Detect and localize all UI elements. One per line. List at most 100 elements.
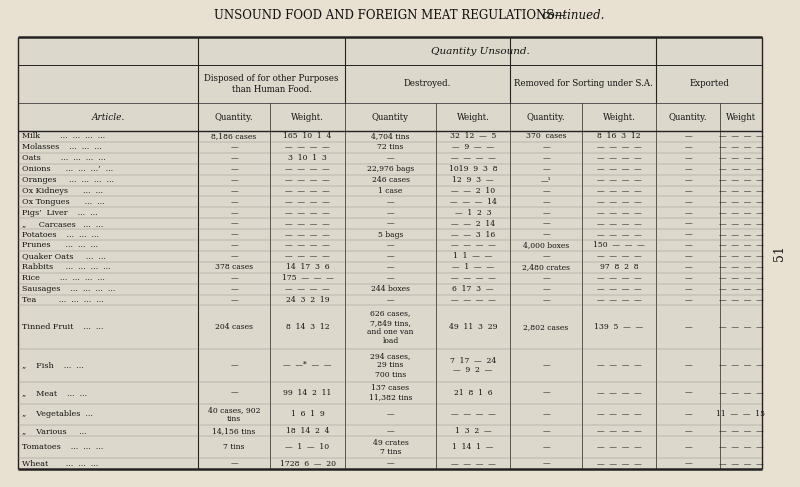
Text: —: — bbox=[386, 263, 394, 271]
Text: —  —  —  —: — — — — bbox=[597, 198, 642, 206]
Text: —  —  —  —: — — — — bbox=[718, 274, 763, 282]
Text: —  —  —  —: — — — — bbox=[285, 242, 330, 249]
Text: Sausages    ...  ...  ...  ...: Sausages ... ... ... ... bbox=[22, 285, 115, 293]
Text: Tinned Fruit    ...  ...: Tinned Fruit ... ... bbox=[22, 323, 103, 331]
Text: —  —  —  —: — — — — bbox=[597, 209, 642, 217]
Text: —: — bbox=[684, 285, 692, 293]
Text: —: — bbox=[684, 176, 692, 184]
Text: —: — bbox=[230, 143, 238, 151]
Text: —  —  —  —: — — — — bbox=[718, 154, 763, 162]
Text: Ox Kidneys      ...  ...: Ox Kidneys ... ... bbox=[22, 187, 103, 195]
Text: —: — bbox=[230, 187, 238, 195]
Text: Rice        ...  ...  ...  ...: Rice ... ... ... ... bbox=[22, 274, 105, 282]
Text: „    Meat    ...  ...: „ Meat ... ... bbox=[22, 389, 87, 397]
Bar bbox=[18, 37, 762, 469]
Text: —  —  —  —: — — — — bbox=[718, 252, 763, 261]
Text: —  —  —  —: — — — — bbox=[597, 143, 642, 151]
Text: 6  17  3  —: 6 17 3 — bbox=[452, 285, 494, 293]
Text: Potatoes    ...  ...  ...: Potatoes ... ... ... bbox=[22, 230, 99, 239]
Text: —  —  —  —: — — — — bbox=[285, 209, 330, 217]
Text: —: — bbox=[386, 274, 394, 282]
Text: Prunes      ...  ...  ...: Prunes ... ... ... bbox=[22, 242, 98, 249]
Text: —  —  —  —: — — — — bbox=[597, 220, 642, 228]
Text: —: — bbox=[684, 427, 692, 435]
Text: —  —  —  —: — — — — bbox=[450, 460, 495, 468]
Text: Quantity Unsound.: Quantity Unsound. bbox=[430, 46, 530, 56]
Text: —: — bbox=[542, 285, 550, 293]
Text: UNSOUND FOOD AND FOREIGN MEAT REGULATIONS—: UNSOUND FOOD AND FOREIGN MEAT REGULATION… bbox=[214, 9, 566, 22]
Text: —  —  —  14: — — — 14 bbox=[450, 198, 497, 206]
Text: —: — bbox=[684, 296, 692, 304]
Text: 244 boxes: 244 boxes bbox=[371, 285, 410, 293]
Text: 1 case: 1 case bbox=[378, 187, 402, 195]
Text: —  1  2  3: — 1 2 3 bbox=[454, 209, 491, 217]
Text: —  —  —  —: — — — — bbox=[718, 209, 763, 217]
Text: —  —  —  —: — — — — bbox=[285, 230, 330, 239]
Text: —: — bbox=[542, 209, 550, 217]
Text: 2,480 crates: 2,480 crates bbox=[522, 263, 570, 271]
Text: Onions      ...  ...  ...’  ...: Onions ... ... ...’ ... bbox=[22, 165, 113, 173]
Text: —  —  3  16: — — 3 16 bbox=[451, 230, 495, 239]
Text: —  —  —  —: — — — — bbox=[597, 165, 642, 173]
Text: Molasses    ...  ...  ...: Molasses ... ... ... bbox=[22, 143, 102, 151]
Text: —  —  —  —: — — — — bbox=[718, 143, 763, 151]
Text: —: — bbox=[684, 198, 692, 206]
Text: Exported: Exported bbox=[689, 79, 729, 89]
Text: „    Fish    ...  ...: „ Fish ... ... bbox=[22, 361, 84, 370]
Text: —: — bbox=[684, 220, 692, 228]
Text: —: — bbox=[230, 165, 238, 173]
Text: —: — bbox=[684, 361, 692, 370]
Text: —: — bbox=[386, 154, 394, 162]
Text: Oats        ...  ...  ...  ...: Oats ... ... ... ... bbox=[22, 154, 106, 162]
Text: „    Various     ...: „ Various ... bbox=[22, 427, 86, 435]
Text: —: — bbox=[542, 296, 550, 304]
Text: —  —  —  —: — — — — bbox=[597, 411, 642, 418]
Text: Article.: Article. bbox=[91, 112, 125, 121]
Text: —  —  —  —: — — — — bbox=[285, 165, 330, 173]
Text: Wheat       ...  ...  ...: Wheat ... ... ... bbox=[22, 460, 98, 468]
Text: —: — bbox=[542, 460, 550, 468]
Text: Weight: Weight bbox=[726, 112, 756, 121]
Text: —  —  —  —: — — — — bbox=[597, 389, 642, 397]
Text: —: — bbox=[542, 220, 550, 228]
Text: —: — bbox=[542, 198, 550, 206]
Text: Ox Tongues      ...  ...: Ox Tongues ... ... bbox=[22, 198, 105, 206]
Text: 204 cases: 204 cases bbox=[215, 323, 253, 331]
Text: —: — bbox=[684, 443, 692, 451]
Text: 4,704 tins: 4,704 tins bbox=[371, 132, 410, 140]
Text: —  1  —  —: — 1 — — bbox=[452, 263, 494, 271]
Text: 1  6  1  9: 1 6 1 9 bbox=[290, 411, 324, 418]
Text: 7  17  —  24
—  9  2  —: 7 17 — 24 — 9 2 — bbox=[450, 357, 496, 374]
Text: 165  10  1  4: 165 10 1 4 bbox=[283, 132, 332, 140]
Text: 2,802 cases: 2,802 cases bbox=[523, 323, 569, 331]
Text: —¹: —¹ bbox=[541, 176, 551, 184]
Text: 1728  6  —  20: 1728 6 — 20 bbox=[279, 460, 335, 468]
Text: —  —  —  —: — — — — bbox=[597, 460, 642, 468]
Text: —: — bbox=[230, 274, 238, 282]
Text: —  —  —  —: — — — — bbox=[597, 443, 642, 451]
Text: —  —  —  —: — — — — bbox=[718, 361, 763, 370]
Text: „     Carcases   ...  ...: „ Carcases ... ... bbox=[22, 220, 103, 228]
Text: —  1  —  10: — 1 — 10 bbox=[286, 443, 330, 451]
Text: —: — bbox=[684, 460, 692, 468]
Text: —  —  —  —: — — — — bbox=[597, 427, 642, 435]
Text: —: — bbox=[230, 296, 238, 304]
Text: —: — bbox=[386, 220, 394, 228]
Text: 72 tins: 72 tins bbox=[378, 143, 404, 151]
Text: —: — bbox=[684, 187, 692, 195]
Text: —: — bbox=[684, 132, 692, 140]
Text: —  —  —  —: — — — — bbox=[597, 230, 642, 239]
Text: continued.: continued. bbox=[542, 9, 606, 22]
Text: 32  12  —  5: 32 12 — 5 bbox=[450, 132, 496, 140]
Text: 246 cases: 246 cases bbox=[371, 176, 410, 184]
Text: —  —  —  —: — — — — bbox=[718, 230, 763, 239]
Text: 4,000 boxes: 4,000 boxes bbox=[523, 242, 569, 249]
Text: —  —  —  —: — — — — bbox=[718, 460, 763, 468]
Text: —: — bbox=[542, 143, 550, 151]
Text: —: — bbox=[230, 176, 238, 184]
Text: 49  11  3  29: 49 11 3 29 bbox=[449, 323, 498, 331]
Text: —  —  —  —: — — — — bbox=[718, 443, 763, 451]
Text: Quaker Oats     ...  ...: Quaker Oats ... ... bbox=[22, 252, 106, 261]
Text: —: — bbox=[230, 230, 238, 239]
Text: —: — bbox=[230, 209, 238, 217]
